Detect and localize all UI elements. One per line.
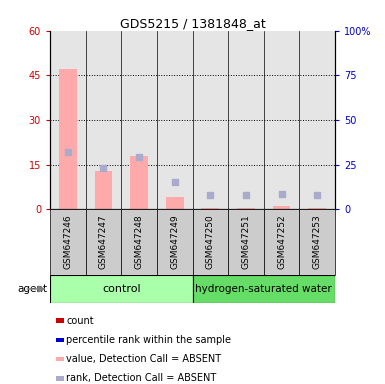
Point [314, 192, 320, 198]
Bar [56, 338, 64, 342]
Bar [192, 275, 335, 303]
Bar [50, 31, 85, 209]
Text: GSM647247: GSM647247 [99, 215, 108, 269]
Text: GSM647249: GSM647249 [170, 215, 179, 269]
Bar [308, 208, 326, 209]
Text: hydrogen-saturated water: hydrogen-saturated water [195, 284, 332, 294]
Bar [121, 31, 157, 209]
Point [207, 192, 213, 198]
Point [278, 191, 285, 197]
Point [136, 154, 142, 161]
Bar [130, 156, 148, 209]
Bar [85, 209, 121, 275]
Point [65, 149, 71, 155]
Bar [201, 208, 219, 209]
Point [172, 179, 178, 185]
Text: count: count [66, 316, 94, 326]
Bar [192, 31, 228, 209]
Bar [228, 31, 264, 209]
Bar [157, 209, 192, 275]
Bar [237, 208, 255, 209]
Text: GSM647251: GSM647251 [241, 215, 250, 269]
Point [100, 165, 107, 171]
Text: percentile rank within the sample: percentile rank within the sample [66, 335, 231, 345]
Bar [264, 31, 300, 209]
Bar [157, 31, 192, 209]
Bar [192, 209, 228, 275]
Bar [56, 318, 64, 323]
Bar [228, 209, 264, 275]
Bar [166, 197, 184, 209]
Bar [56, 357, 64, 361]
Text: rank, Detection Call = ABSENT: rank, Detection Call = ABSENT [66, 373, 216, 383]
Bar [264, 209, 300, 275]
Bar [95, 170, 112, 209]
Text: value, Detection Call = ABSENT: value, Detection Call = ABSENT [66, 354, 221, 364]
Bar [300, 31, 335, 209]
Bar [273, 206, 290, 209]
Bar [85, 31, 121, 209]
Bar [300, 209, 335, 275]
Title: GDS5215 / 1381848_at: GDS5215 / 1381848_at [120, 17, 265, 30]
Bar [56, 376, 64, 381]
Bar [50, 209, 85, 275]
Text: agent: agent [17, 284, 47, 294]
Text: GSM647253: GSM647253 [313, 215, 321, 269]
Point [243, 192, 249, 198]
Bar [59, 70, 77, 209]
Text: control: control [102, 284, 141, 294]
Text: GSM647246: GSM647246 [64, 215, 72, 269]
Bar [121, 209, 157, 275]
Bar [50, 275, 192, 303]
Text: GSM647248: GSM647248 [135, 215, 144, 269]
Text: GSM647250: GSM647250 [206, 215, 215, 269]
Text: GSM647252: GSM647252 [277, 215, 286, 269]
